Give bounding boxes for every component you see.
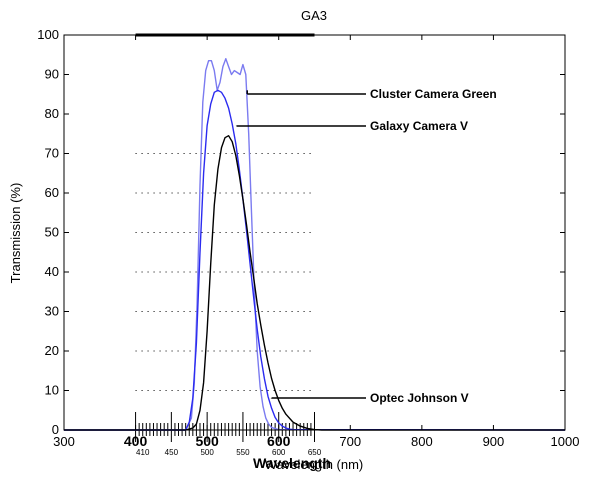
minor-tick-label: 600 xyxy=(272,448,286,457)
x-tick-label: 900 xyxy=(483,434,505,449)
x-tick-label: 700 xyxy=(339,434,361,449)
minor-ticks: 410 450 500 550 600 650 xyxy=(135,412,322,457)
minor-tick-label: 500 xyxy=(200,448,214,457)
y-tick-label: 40 xyxy=(45,264,59,279)
y-tick-label: 20 xyxy=(45,343,59,358)
minor-tick-label: 550 xyxy=(236,448,250,457)
y-tick-label: 90 xyxy=(45,67,59,82)
y-tick-label: 30 xyxy=(45,304,59,319)
y-tick-label: 0 xyxy=(52,422,59,437)
y-tick-label: 80 xyxy=(45,106,59,121)
grid-lines xyxy=(135,153,315,391)
minor-tick-label: 650 xyxy=(308,448,322,457)
y-axis-title: Transmission (%) xyxy=(8,183,23,284)
minor-tick-label: 410 xyxy=(136,448,150,457)
x-tick-label: 800 xyxy=(411,434,433,449)
x-tick-label: 400 xyxy=(124,433,148,449)
annotation-layer: Cluster Camera Green Galaxy Camera V Optec… xyxy=(235,87,497,405)
y-tick-label: 70 xyxy=(45,146,59,161)
y-tick-label: 60 xyxy=(45,185,59,200)
series-line xyxy=(64,134,565,431)
y-tick-label: 100 xyxy=(37,27,59,42)
minor-tick-label: 450 xyxy=(165,448,179,457)
x-tick-label: 600 xyxy=(267,433,291,449)
series-layer xyxy=(64,58,566,431)
x-tick-label: 500 xyxy=(195,433,219,449)
series-line xyxy=(64,58,566,431)
chart-title: GA3 xyxy=(301,8,327,23)
annotation-label: Galaxy Camera V xyxy=(370,119,468,133)
y-tick-label: 50 xyxy=(45,225,59,240)
annotation-label: Cluster Camera Green xyxy=(370,87,497,101)
x-axis-title: Wavelength (nm) xyxy=(265,457,364,472)
axis-layer: 300 400 500 600 700 800 900 1000 0 10 20 30 40 50 60 70… xyxy=(37,27,579,449)
x-tick-label: 1000 xyxy=(551,434,580,449)
x-tick-label: 300 xyxy=(53,434,75,449)
annotation-label: Optec Johnson V xyxy=(370,391,469,405)
x-axis-title-overlay: Wavelength xyxy=(253,455,331,471)
y-tick-label: 10 xyxy=(45,383,59,398)
series-line xyxy=(64,89,566,431)
